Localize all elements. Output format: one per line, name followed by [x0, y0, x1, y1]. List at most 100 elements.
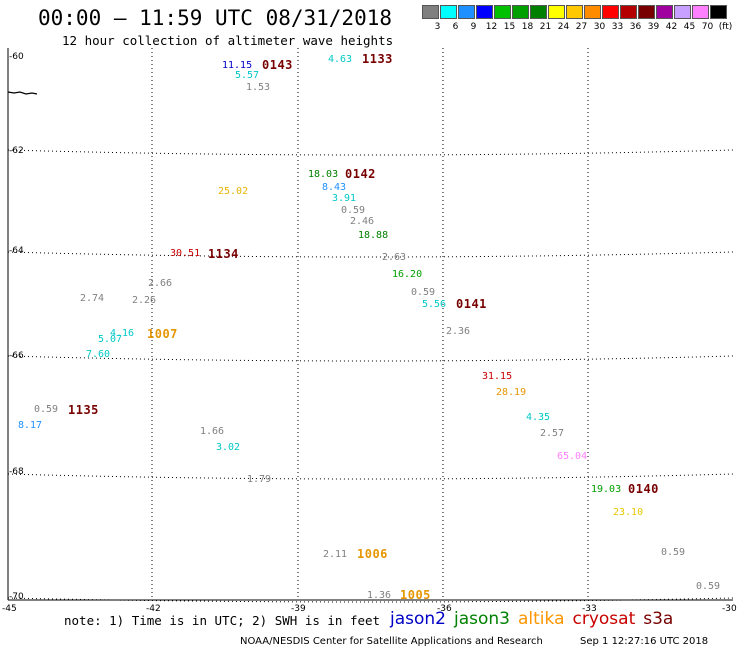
satellite-legend: jason2 jason3 altika cryosat s3a	[390, 609, 681, 629]
pass-time-tag: 1135	[68, 403, 99, 417]
legend-swatch	[530, 5, 547, 19]
pass-time-tag: 1133	[362, 52, 393, 66]
lon-label: -30	[722, 604, 737, 614]
swh-value: 2.26	[132, 295, 157, 306]
pass-time-tag: 0143	[262, 58, 293, 72]
satellite-name: jason3	[454, 609, 510, 629]
pass-time-tag: 1005	[400, 588, 431, 602]
swh-value: 1.66	[200, 426, 225, 437]
swh-value: 4.63	[328, 54, 353, 65]
legend-label: 18	[521, 22, 534, 32]
legend-label: 70	[701, 22, 714, 32]
legend-label: 33	[611, 22, 624, 32]
legend-label: 24	[557, 22, 570, 32]
footer-credit: NOAA/NESDIS Center for Satellite Applica…	[240, 636, 543, 647]
legend-label: 15	[503, 22, 516, 32]
legend-swatch	[638, 5, 655, 19]
lon-label: -45	[2, 604, 17, 614]
legend-label: 27	[575, 22, 588, 32]
legend-label: 39	[647, 22, 660, 32]
swh-value: 2.66	[148, 278, 173, 289]
legend-swatch	[494, 5, 511, 19]
lat-label: -66	[9, 351, 24, 361]
swh-value: 5.07	[98, 334, 123, 345]
legend-swatch	[656, 5, 673, 19]
legend-swatch	[602, 5, 619, 19]
map-title: 00:00 – 11:59 UTC 08/31/2018	[38, 6, 393, 30]
legend-swatch	[566, 5, 583, 19]
parallel-line	[7, 473, 734, 480]
legend-swatch	[674, 5, 691, 19]
legend-label: 9	[470, 22, 477, 32]
lon-label: -36	[437, 604, 452, 614]
swh-value: 1.36	[367, 590, 392, 601]
swh-value: 4.35	[526, 412, 551, 423]
pass-time-tag: 1007	[147, 327, 178, 341]
pass-time-tag: 0140	[628, 482, 659, 496]
swh-value: 8.43	[322, 182, 347, 193]
legend-label: 45	[683, 22, 696, 32]
swh-value: 0.59	[34, 404, 59, 415]
pass-time-tag: 0142	[345, 167, 376, 181]
swh-value: 28.19	[496, 387, 527, 398]
pass-time-tag: 1006	[357, 547, 388, 561]
swh-value: 2.46	[350, 216, 375, 227]
legend-swatch	[440, 5, 457, 19]
lat-label: -70	[9, 592, 24, 602]
legend-swatch	[692, 5, 709, 19]
swh-value: 5.56	[422, 299, 447, 310]
legend-label: 30	[593, 22, 606, 32]
satellite-name: jason2	[390, 609, 446, 629]
lon-label: -39	[291, 604, 306, 614]
legend-label: 36	[629, 22, 642, 32]
swh-value: 23.10	[613, 507, 644, 518]
swh-value: 2.57	[540, 428, 565, 439]
parallel-line	[7, 149, 734, 156]
swh-value: 0.59	[411, 287, 436, 298]
parallel-line	[7, 251, 734, 258]
satellite-name: altika	[518, 609, 565, 629]
note-text: note: 1) Time is in UTC; 2) SWH is in fe…	[64, 613, 381, 628]
swh-value: 18.03	[308, 169, 339, 180]
swh-value: 2.36	[446, 326, 471, 337]
swh-value: 5.57	[235, 70, 260, 81]
swh-value: 16.20	[392, 269, 423, 280]
swh-value: 18.88	[358, 230, 389, 241]
swh-value: 25.02	[218, 186, 249, 197]
lat-label: -68	[9, 467, 24, 477]
legend-label: 6	[452, 22, 459, 32]
swh-value: 11.15	[222, 60, 253, 71]
legend-swatch	[458, 5, 475, 19]
swh-value: 7.60	[86, 349, 111, 360]
legend-swatch	[512, 5, 529, 19]
parallel-line	[7, 355, 734, 362]
swh-value: 0.59	[341, 205, 366, 216]
island-outline	[7, 91, 38, 95]
swh-value: 65.04	[557, 451, 588, 462]
map-subtitle: 12 hour collection of altimeter wave hei…	[62, 33, 394, 48]
lon-label: -33	[582, 604, 597, 614]
swh-value: 4.16	[110, 328, 135, 339]
swh-value: 19.03	[591, 484, 622, 495]
legend-swatch	[476, 5, 493, 19]
swh-value: 2.74	[80, 293, 105, 304]
legend-label: 12	[485, 22, 498, 32]
legend-swatch	[710, 5, 727, 19]
lat-label: -60	[9, 52, 24, 62]
satellite-name: s3a	[643, 609, 674, 629]
swh-value: 8.17	[18, 420, 43, 431]
legend-label: 42	[665, 22, 678, 32]
swh-value: 30.51	[170, 248, 201, 259]
legend-label: 3	[434, 22, 441, 32]
legend-swatch	[422, 5, 439, 19]
swh-value: 1.53	[246, 82, 271, 93]
lat-label: -64	[9, 246, 24, 256]
footer-date: Sep 1 12:27:16 UTC 2018	[580, 636, 709, 647]
legend-swatch	[548, 5, 565, 19]
legend-label: (ft)	[718, 22, 733, 32]
swh-value: 1.79	[247, 474, 272, 485]
pass-time-tag: 0141	[456, 297, 487, 311]
swh-value: 3.91	[332, 193, 357, 204]
